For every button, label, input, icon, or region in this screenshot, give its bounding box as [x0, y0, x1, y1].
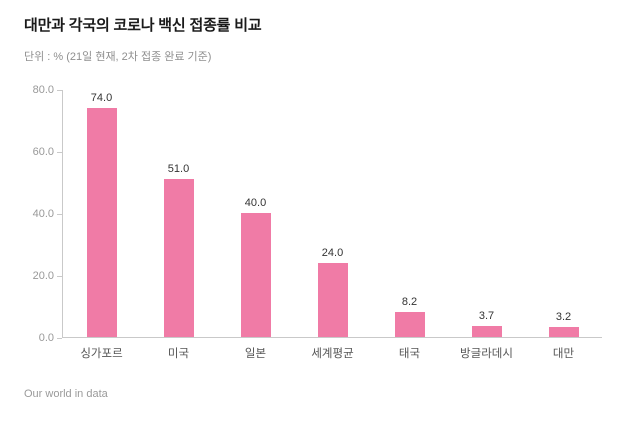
plot-area: 74.0 싱가포르 51.0 미국 40.0 일본 24.0 세계평균 8.2 태국 3.7 방글라데… — [62, 90, 602, 360]
bar-group: 8.2 태국 — [371, 90, 448, 360]
y-tick-mark — [57, 214, 62, 215]
bar — [548, 327, 579, 337]
bar — [317, 262, 348, 337]
y-tick-label: 80.0 — [32, 84, 54, 96]
bar — [471, 325, 502, 337]
bar-group: 74.0 싱가포르 — [63, 90, 140, 360]
bar — [163, 178, 194, 337]
bar-value-label: 3.2 — [555, 311, 572, 324]
y-tick-mark — [57, 338, 62, 339]
y-tick-label: 0.0 — [38, 332, 54, 344]
bar-value-label: 24.0 — [321, 246, 344, 259]
bar-value-label: 40.0 — [244, 197, 267, 209]
source-label: Our world in data — [24, 388, 108, 400]
bar-group: 3.7 방글라데시 — [448, 90, 525, 360]
bar-value-label: 8.2 — [401, 295, 418, 308]
bar — [394, 311, 425, 337]
bar-group: 40.0 일본 — [217, 90, 294, 360]
bar-group: 3.2 대만 — [525, 90, 602, 360]
x-tick-label: 일본 — [244, 348, 267, 360]
y-tick-mark — [57, 276, 62, 277]
chart-subtitle: 단위 : % (21일 현재, 2차 접종 완료 기준) — [24, 51, 212, 63]
bar — [86, 107, 117, 337]
y-tick-label: 60.0 — [32, 146, 54, 158]
x-tick-label: 싱가포르 — [80, 348, 123, 360]
bar-value-label: 51.0 — [167, 162, 190, 175]
bar-value-label: 74.0 — [90, 91, 113, 104]
bar-group: 51.0 미국 — [140, 90, 217, 360]
x-tick-label: 미국 — [167, 348, 190, 360]
x-tick-label: 세계평균 — [311, 348, 354, 360]
y-tick-mark — [57, 152, 62, 153]
y-tick-label: 20.0 — [32, 270, 54, 282]
bar-value-label: 3.7 — [478, 309, 495, 322]
y-tick-label: 40.0 — [32, 208, 54, 220]
x-tick-label: 대만 — [552, 348, 575, 360]
y-tick-mark — [57, 90, 62, 91]
bar — [240, 213, 271, 337]
x-tick-label: 태국 — [398, 348, 421, 360]
bar-group: 24.0 세계평균 — [294, 90, 371, 360]
chart-title: 대만과 각국의 코로나 백신 접종률 비교 — [24, 17, 262, 34]
bar-chart: 74.0 싱가포르 51.0 미국 40.0 일본 24.0 세계평균 8.2 태국 3.7 방글라데… — [24, 84, 604, 365]
x-tick-label: 방글라데시 — [460, 348, 513, 360]
